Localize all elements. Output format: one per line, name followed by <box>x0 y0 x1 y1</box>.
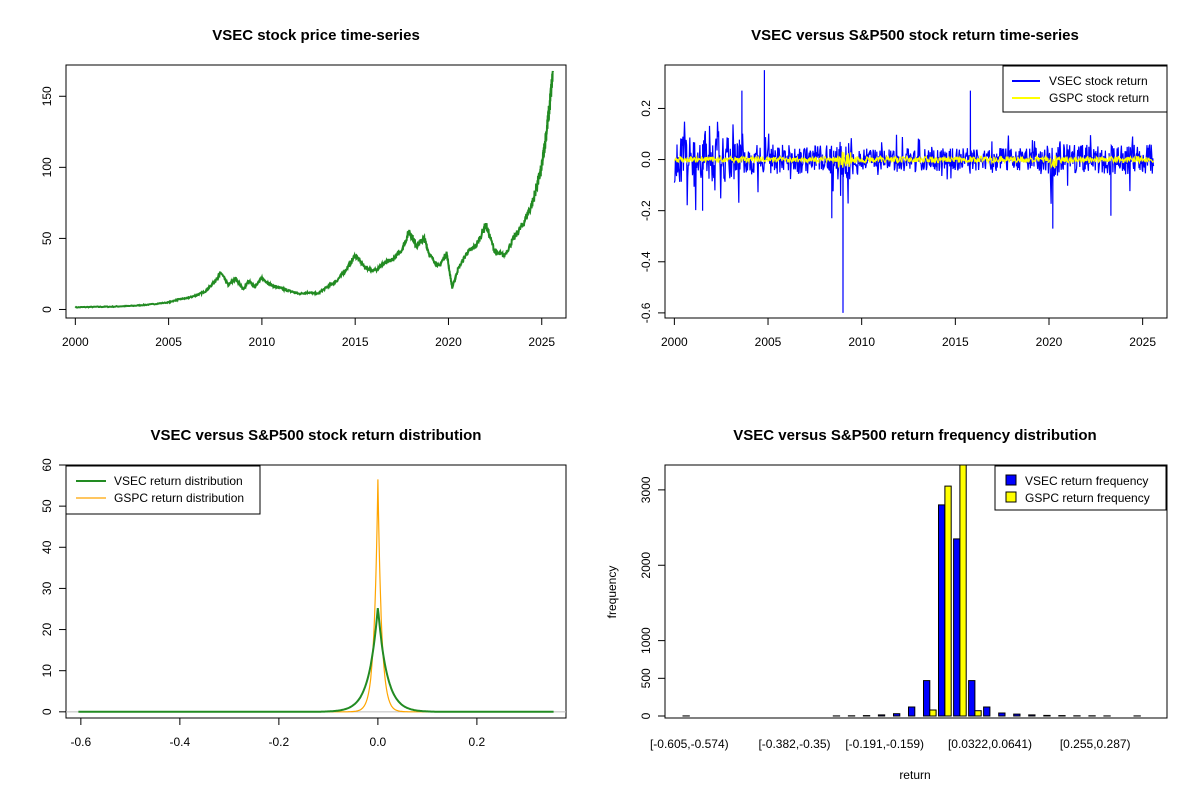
price-ytick-label: 50 <box>40 231 54 245</box>
panel-frequency-bars <box>682 464 1141 717</box>
panel-density-y-axis: 0 10 20 30 40 50 60 <box>40 458 66 715</box>
vsec-price-line <box>74 70 554 309</box>
panel-density-title: VSEC versus S&P500 stock return distribu… <box>151 427 482 444</box>
panel-density-frame <box>65 464 567 719</box>
panel-density-legend: VSEC return distribution GSPC return dis… <box>65 465 261 515</box>
density-ytick-label: 40 <box>40 540 54 554</box>
returns-xtick-label: 2015 <box>942 335 969 349</box>
legend-label-gspc-density: GSPC return distribution <box>114 491 244 505</box>
vsec-frequency-bar <box>877 714 886 717</box>
gspc-density-line <box>318 479 438 713</box>
density-ytick-label: 50 <box>40 499 54 513</box>
panel-returns: VSEC versus S&P500 stock return time-ser… <box>639 27 1168 349</box>
density-ytick-label: 60 <box>40 458 54 472</box>
returns-ytick-label: 0.0 <box>639 151 653 168</box>
returns-xtick-label: 2010 <box>848 335 875 349</box>
panel-price-frame <box>65 64 567 319</box>
vsec-frequency-bar <box>1028 714 1036 717</box>
panel-frequency-ylabel: frequency <box>605 566 619 619</box>
panel-price: VSEC stock price time-series 0 50 100 150 2… <box>40 27 567 349</box>
price-ytick-label: 100 <box>40 157 54 177</box>
gspc-frequency-bar <box>959 464 967 717</box>
panel-returns-y-axis: -0.6 -0.4 -0.2 0.0 0.2 <box>639 100 665 323</box>
frequency-xtick-label: [-0.605,-0.574) <box>650 737 729 751</box>
frequency-xtick-label: [0.0322,0.0641) <box>948 737 1032 751</box>
vsec-frequency-bar <box>923 680 931 717</box>
returns-xtick-label: 2005 <box>755 335 782 349</box>
density-ytick-label: 10 <box>40 664 54 678</box>
panel-frequency-y-axis: 0 500 1000 2000 3000 <box>639 476 665 719</box>
returns-ytick-label: -0.6 <box>639 302 653 323</box>
legend-label-vsec-return: VSEC stock return <box>1049 74 1148 88</box>
gspc-frequency-bar <box>944 485 952 717</box>
vsec-frequency-bar <box>968 680 976 717</box>
frequency-xtick-label: [0.255,0.287) <box>1060 737 1131 751</box>
price-xtick-label: 2010 <box>249 335 276 349</box>
panel-returns-x-axis: 2000 2005 2010 2015 2020 2025 <box>661 318 1156 349</box>
legend-swatch-vsec-frequency <box>1005 474 1017 486</box>
frequency-ytick-label: 500 <box>639 668 653 688</box>
vsec-frequency-bar <box>893 713 901 717</box>
legend-label-vsec-density: VSEC return distribution <box>114 474 243 488</box>
frequency-ytick-label: 0 <box>639 712 653 719</box>
frequency-ytick-label: 1000 <box>639 627 653 654</box>
panel-price-x-axis: 2000 2005 2010 2015 2020 2025 <box>62 318 555 349</box>
density-xtick-label: -0.2 <box>269 735 290 749</box>
vsec-density-line <box>78 607 554 713</box>
returns-ytick-label: -0.2 <box>639 200 653 221</box>
panel-returns-legend: VSEC stock return GSPC stock return <box>1002 65 1168 113</box>
density-xtick-label: -0.4 <box>170 735 191 749</box>
legend-label-vsec-frequency: VSEC return frequency <box>1025 474 1148 488</box>
frequency-ytick-label: 2000 <box>639 552 653 579</box>
gspc-frequency-bar <box>974 710 982 717</box>
density-ytick-label: 20 <box>40 623 54 637</box>
vsec-frequency-bar <box>908 706 916 717</box>
gspc-return-line <box>673 151 1155 169</box>
panel-price-title: VSEC stock price time-series <box>212 27 420 44</box>
returns-xtick-label: 2000 <box>661 335 688 349</box>
price-xtick-label: 2025 <box>528 335 555 349</box>
vsec-frequency-bar <box>983 706 991 717</box>
returns-xtick-label: 2020 <box>1036 335 1063 349</box>
panel-frequency: VSEC versus S&P500 return frequency dist… <box>605 427 1168 782</box>
price-ytick-label: 0 <box>40 306 54 313</box>
panel-density: VSEC versus S&P500 stock return distribu… <box>40 427 567 749</box>
panel-density-x-axis: -0.6 -0.4 -0.2 0.0 0.2 <box>71 718 486 749</box>
gspc-frequency-bar <box>929 709 937 717</box>
legend-swatch-gspc-frequency <box>1005 491 1017 503</box>
price-xtick-label: 2020 <box>435 335 462 349</box>
vsec-frequency-bar <box>938 504 946 717</box>
panel-frequency-frame <box>664 464 1168 719</box>
density-ytick-label: 30 <box>40 581 54 595</box>
vsec-frequency-bar <box>1013 713 1021 717</box>
returns-ytick-label: 0.2 <box>639 100 653 117</box>
panel-returns-title: VSEC versus S&P500 stock return time-ser… <box>751 27 1079 44</box>
price-ytick-label: 150 <box>40 86 54 106</box>
price-xtick-label: 2015 <box>342 335 369 349</box>
panel-frequency-xlabel: return <box>899 768 930 782</box>
panel-frequency-title: VSEC versus S&P500 return frequency dist… <box>733 427 1096 444</box>
frequency-xtick-label: [-0.382,-0.35) <box>758 737 830 751</box>
frequency-ytick-label: 3000 <box>639 476 653 503</box>
density-xtick-label: -0.6 <box>71 735 92 749</box>
panel-returns-frame <box>664 64 1168 319</box>
legend-label-gspc-return: GSPC stock return <box>1049 91 1149 105</box>
panel-frequency-legend: VSEC return frequency GSPC return freque… <box>994 465 1167 511</box>
frequency-xtick-label: [-0.191,-0.159) <box>845 737 924 751</box>
legend-label-gspc-frequency: GSPC return frequency <box>1025 491 1150 505</box>
returns-xtick-label: 2025 <box>1129 335 1156 349</box>
density-xtick-label: 0.2 <box>469 735 486 749</box>
vsec-frequency-bar <box>1043 714 1051 717</box>
panel-price-y-axis: 0 50 100 150 <box>40 86 66 313</box>
panel-frequency-x-axis: [-0.605,-0.574) [-0.382,-0.35) [-0.191,-0.… <box>650 737 1131 751</box>
density-ytick-label: 0 <box>40 708 54 715</box>
vsec-frequency-bar <box>998 712 1006 717</box>
price-xtick-label: 2000 <box>62 335 89 349</box>
density-xtick-label: 0.0 <box>370 735 387 749</box>
price-xtick-label: 2005 <box>155 335 182 349</box>
vsec-frequency-bar <box>953 538 961 717</box>
returns-ytick-label: -0.4 <box>639 251 653 272</box>
